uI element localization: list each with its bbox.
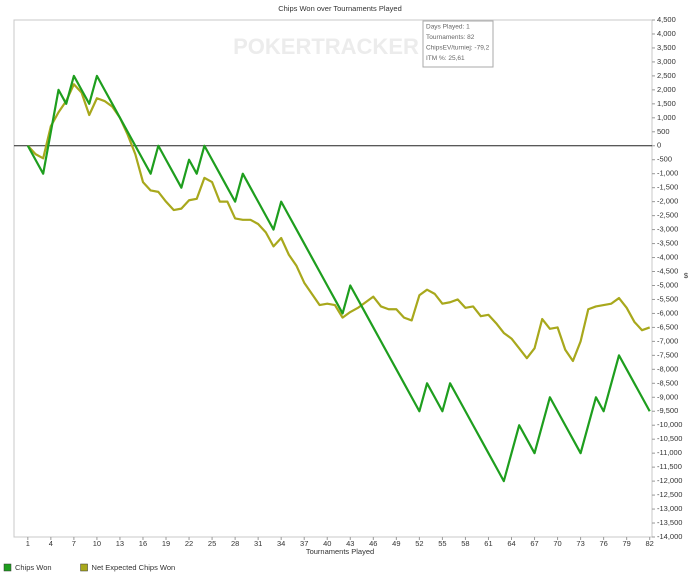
y-tick-label: -500: [657, 155, 672, 164]
y-tick-label: -10,000: [657, 420, 682, 429]
y-tick-label: -8,000: [657, 364, 678, 373]
x-tick-label: 40: [323, 539, 331, 548]
x-tick-label: 28: [231, 539, 239, 548]
legend-swatch: [80, 563, 88, 572]
y-tick-label: 0: [657, 141, 661, 150]
x-tick-label: 7: [72, 539, 76, 548]
x-tick-label: 55: [438, 539, 446, 548]
x-tick-label: 79: [622, 539, 630, 548]
y-tick-label: -12,500: [657, 490, 682, 499]
legend-label: Net Expected Chips Won: [92, 563, 176, 572]
y-tick-label: 1,500: [657, 99, 676, 108]
y-tick-label: -8,500: [657, 378, 678, 387]
y-tick-label: -6,500: [657, 322, 678, 331]
watermark: POKERTRACKER: [233, 34, 419, 59]
x-tick-label: 82: [646, 539, 654, 548]
y-tick-label: 1,000: [657, 113, 676, 122]
y-tick-label: -11,500: [657, 462, 682, 471]
x-tick-label: 13: [116, 539, 124, 548]
x-tick-label: 37: [300, 539, 308, 548]
x-tick-label: 43: [346, 539, 354, 548]
y-tick-label: -14,000: [657, 532, 682, 541]
x-tick-label: 4: [49, 539, 53, 548]
x-tick-label: 34: [277, 539, 285, 548]
x-tick-label: 1: [26, 539, 30, 548]
y-tick-label: 4,000: [657, 29, 676, 38]
y-tick-label: -5,500: [657, 294, 678, 303]
y-tick-label: -13,000: [657, 504, 682, 513]
y-tick-label: -12,000: [657, 476, 682, 485]
legend-item: Chips Won: [3, 563, 52, 572]
tooltip-line: ChipsEV/turniej: -79,2: [426, 45, 490, 52]
y-tick-label: -7,500: [657, 350, 678, 359]
y-tick-label: -4,500: [657, 266, 678, 275]
y-tick-label: 500: [657, 127, 670, 136]
x-tick-label: 31: [254, 539, 262, 548]
x-tick-label: 46: [369, 539, 377, 548]
tooltip-box: [422, 20, 494, 68]
tooltip: Days Played: 1 Tournaments: 82 ChipsEV/tur…: [422, 20, 494, 68]
y-tick-label: -10,500: [657, 434, 682, 443]
legend-swatch: [3, 563, 12, 572]
x-tick-label: 19: [162, 539, 170, 548]
y-axis-title: $: [684, 271, 689, 280]
x-axis-title: Tournaments Played: [306, 547, 374, 556]
chart-title: Chips Won over Tournaments Played: [278, 4, 402, 13]
x-tick-label: 61: [484, 539, 492, 548]
tooltip-line: Days Played: 1: [426, 24, 470, 31]
series-line: [26, 74, 651, 483]
y-tick-label: -9,500: [657, 406, 678, 415]
tooltip-line: Tournaments: 82: [426, 34, 475, 41]
x-tick-label: 25: [208, 539, 216, 548]
y-tick-label: -3,000: [657, 225, 678, 234]
tooltip-line: ITM %: 25,61: [426, 55, 465, 62]
y-tick-label: 2,000: [657, 85, 676, 94]
y-tick-label: 2,500: [657, 71, 676, 80]
y-tick-label: -7,000: [657, 336, 678, 345]
x-tick-label: 76: [599, 539, 607, 548]
x-tick-label: 52: [415, 539, 423, 548]
plot-area: [13, 19, 653, 538]
x-tick-label: 10: [93, 539, 101, 548]
y-tick-label: -4,000: [657, 253, 678, 262]
y-tick-label: 3,000: [657, 57, 676, 66]
legend-label: Chips Won: [15, 563, 52, 572]
legend-item: Net Expected Chips Won: [80, 563, 176, 572]
y-tick-label: -2,500: [657, 211, 678, 220]
x-tick-label: 67: [530, 539, 538, 548]
y-tick-label: -1,500: [657, 183, 678, 192]
y-tick-label: 3,500: [657, 43, 676, 52]
x-tick-label: 64: [507, 539, 515, 548]
x-tick-label: 49: [392, 539, 400, 548]
y-tick-label: -5,000: [657, 280, 678, 289]
x-tick-label: 70: [553, 539, 561, 548]
y-tick-label: -1,000: [657, 169, 678, 178]
x-tick-label: 58: [461, 539, 469, 548]
x-tick-label: 73: [576, 539, 584, 548]
y-tick-label: -3,500: [657, 239, 678, 248]
y-tick-label: -2,000: [657, 197, 678, 206]
y-tick-label: -6,000: [657, 308, 678, 317]
y-tick-label: 4,500: [657, 15, 676, 24]
y-tick-label: -11,000: [657, 448, 682, 457]
y-tick-label: -13,500: [657, 518, 682, 527]
x-tick-label: 16: [139, 539, 147, 548]
y-tick-label: -9,000: [657, 392, 678, 401]
x-tick-label: 22: [185, 539, 193, 548]
series-line: [27, 83, 651, 363]
